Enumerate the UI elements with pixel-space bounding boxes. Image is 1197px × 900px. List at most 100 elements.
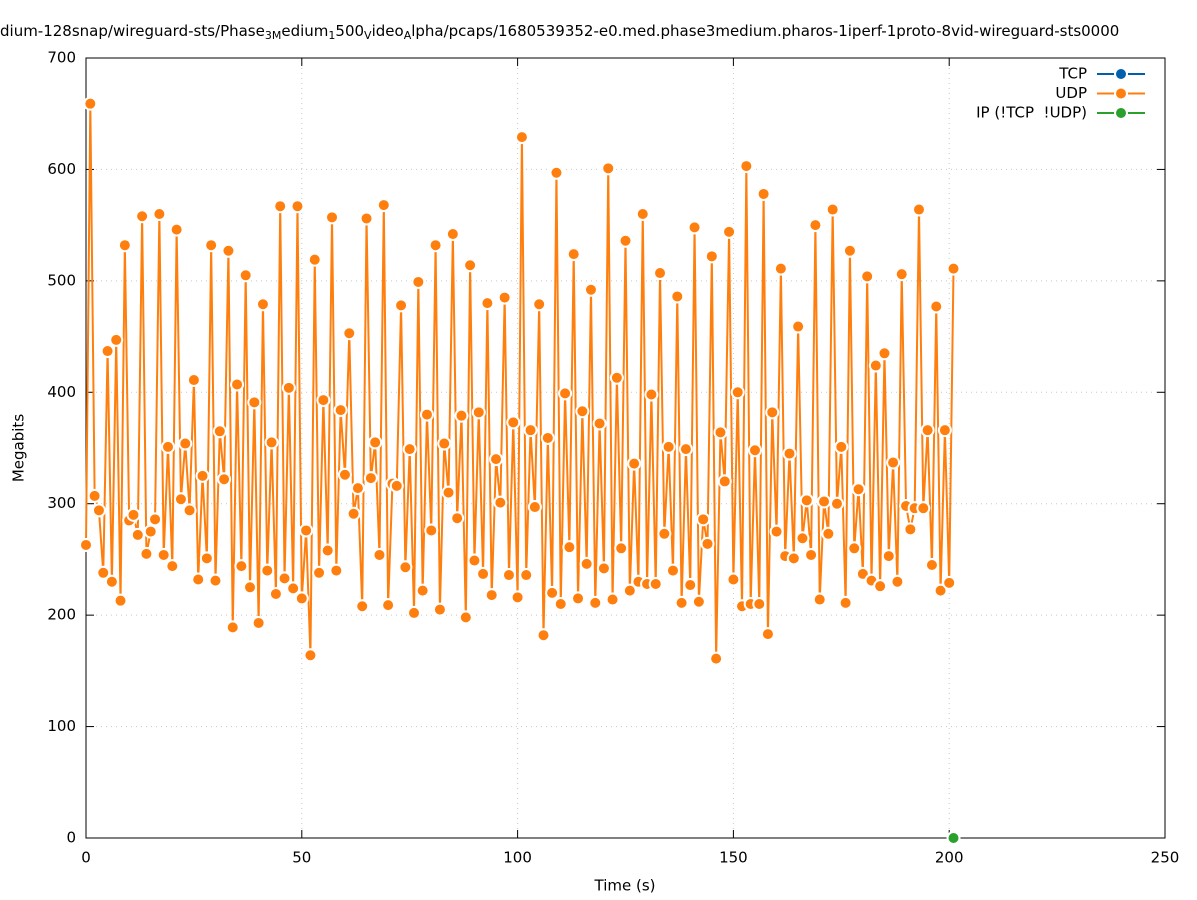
data-point [363, 471, 378, 486]
data-point [644, 387, 659, 402]
data-point [411, 274, 426, 289]
data-point [665, 563, 680, 578]
data-point [186, 373, 201, 388]
data-point [497, 290, 512, 305]
y-tick-label: 700 [47, 49, 76, 67]
data-point [286, 581, 301, 596]
data-point [873, 579, 888, 594]
data-point [290, 199, 305, 214]
data-point [842, 243, 857, 258]
data-point [540, 430, 555, 445]
data-point [139, 546, 154, 561]
data-point [169, 222, 184, 237]
data-point [838, 595, 853, 610]
data-point [678, 442, 693, 457]
data-point [760, 627, 775, 642]
data-point [87, 488, 102, 503]
data-point [234, 559, 249, 574]
data-point [299, 523, 314, 538]
data-point [532, 297, 547, 312]
data-point [432, 602, 447, 617]
data-point [635, 207, 650, 221]
y-tick-label: 100 [47, 717, 76, 735]
data-point [195, 468, 210, 483]
data-point [829, 496, 844, 511]
data-point [786, 551, 801, 566]
data-point [294, 591, 309, 606]
data-point [467, 553, 482, 568]
data-point [609, 370, 624, 385]
data-point [911, 202, 926, 217]
data-point [605, 592, 620, 607]
data-point [273, 199, 288, 214]
data-point [510, 590, 525, 605]
data-point [238, 268, 253, 283]
data-point [230, 377, 245, 392]
data-point [834, 439, 849, 454]
data-point [243, 580, 258, 595]
data-point [894, 267, 909, 282]
data-point [579, 556, 594, 571]
data-point [545, 585, 560, 600]
data-point [251, 615, 266, 630]
y-tick-label: 600 [47, 160, 76, 178]
data-point [937, 423, 952, 438]
data-point [687, 220, 702, 235]
y-tick-label: 500 [47, 271, 76, 289]
data-point [191, 572, 206, 587]
x-axis-label: Time (s) [594, 877, 656, 895]
data-point [320, 543, 335, 558]
data-point [355, 599, 370, 614]
legend-label: UDP [1055, 84, 1087, 102]
data-point [773, 261, 788, 276]
data-point [562, 540, 577, 555]
data-point [825, 202, 840, 217]
data-point [407, 605, 422, 620]
data-point [333, 403, 348, 418]
legend-label: TCP [1058, 65, 1087, 83]
data-point [946, 261, 961, 276]
data-point [100, 344, 115, 359]
data-point [696, 512, 711, 527]
data-point [903, 522, 918, 537]
data-point [260, 563, 275, 578]
y-tick-label: 200 [47, 606, 76, 624]
data-point [747, 443, 762, 458]
legend-label: IP (!TCP !UDP) [976, 104, 1087, 122]
title-part: dium-128snap/wireguard-sts/Phase [0, 22, 265, 40]
data-point [514, 130, 529, 145]
data-point [627, 456, 642, 471]
data-point [148, 512, 163, 527]
title-part: lpha/pcaps/1680539352-e0.med.phase3mediu… [411, 22, 1119, 40]
data-point [566, 247, 581, 262]
data-point [368, 435, 383, 450]
data-point [126, 507, 141, 522]
data-point [255, 297, 270, 312]
data-point [933, 583, 948, 598]
data-point [329, 563, 344, 578]
data-point [96, 565, 111, 580]
y-tick-label: 0 [66, 829, 76, 847]
data-point [782, 446, 797, 461]
data-point [471, 405, 486, 420]
data-point [221, 243, 236, 258]
data-point [851, 482, 866, 497]
data-point [592, 416, 607, 431]
series-line [85, 103, 955, 659]
data-point [450, 511, 465, 526]
data-point [303, 648, 318, 663]
data-point [454, 408, 469, 423]
data-point [571, 591, 586, 606]
data-point [765, 405, 780, 420]
data-point [924, 558, 939, 572]
data-point [325, 210, 340, 225]
data-point [394, 298, 409, 313]
data-point [614, 541, 629, 556]
title-subscript: 1 [328, 29, 335, 42]
data-point [799, 493, 814, 508]
x-tick-label: 250 [1151, 849, 1180, 867]
data-point [212, 424, 227, 439]
data-point [506, 415, 521, 430]
data-point [104, 574, 119, 589]
data-point [316, 393, 331, 408]
